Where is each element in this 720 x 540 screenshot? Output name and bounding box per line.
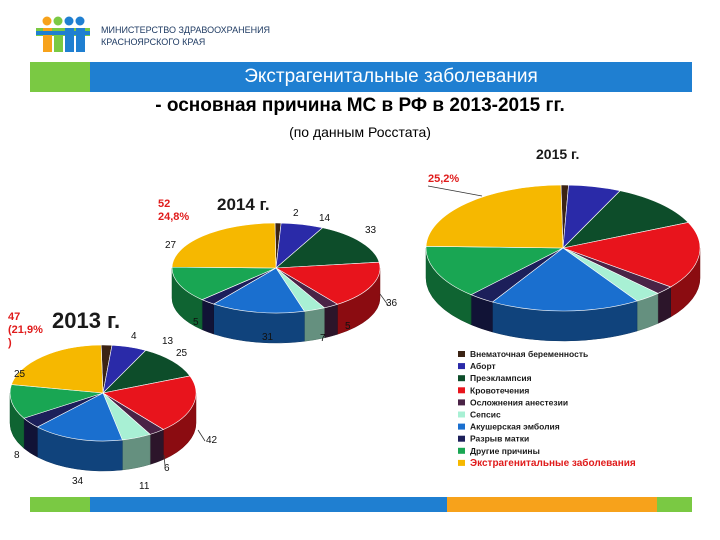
pie-slice-другие-причины	[9, 384, 104, 419]
chart-title: 2013 г.	[52, 308, 120, 333]
legend-label: Осложнения анестезии	[470, 397, 568, 407]
data-label-аборт: 14	[319, 213, 331, 224]
ministry-line-2: КРАСНОЯРСКОГО КРАЯ	[101, 37, 206, 47]
pie-slice-экстрагенитальные-заболевания	[171, 222, 277, 269]
legend-swatch	[458, 351, 465, 357]
data-label-внематочная-беременность: 2	[293, 208, 299, 219]
chart-legend: Внематочная беременность Аборт Преэклампси…	[458, 349, 636, 469]
leader-line	[163, 454, 166, 467]
data-label-аборт: 13	[162, 336, 174, 347]
pie-side-осложнения-анестезии	[324, 303, 338, 339]
leader-line	[197, 429, 206, 442]
data-label-преэклампсия: 33	[365, 225, 377, 236]
legend-swatch	[458, 447, 465, 454]
legend-swatch	[458, 375, 465, 382]
pie-slice-кровотечения	[274, 261, 381, 305]
legend-swatch	[458, 363, 465, 370]
data-label-внематочная-беременность: 4	[131, 331, 137, 342]
legend-label: Внематочная беременность	[470, 349, 588, 359]
legend-swatch	[458, 459, 465, 466]
pie-slice-преэклампсия	[102, 350, 191, 394]
data-label-преэклампсия: 25	[176, 348, 188, 359]
data-label-осложнения-анестезии: 5	[345, 321, 351, 332]
leader-line	[427, 185, 483, 197]
pie-slice-акушерская-эмболия	[36, 392, 123, 442]
pie-slice-преэклампсия	[562, 190, 689, 249]
legend-label: Сепсис	[470, 410, 501, 420]
pie-slice-акушерская-эмболия	[491, 247, 638, 312]
pie-slice-экстрагенитальные-заболевания	[425, 184, 564, 249]
legend-label: Экстрагенитальные заболевания	[470, 457, 636, 469]
chart-title: 2015 г.	[536, 146, 579, 162]
legend-swatch	[458, 387, 465, 394]
data-label-экстрагенитальные-заболевания: 52 24,8%	[158, 198, 189, 223]
pie-side-разрыв-матки	[201, 299, 214, 335]
chart-title: 2014 г.	[217, 195, 270, 214]
data-label-акушерская-эмболия: 31	[262, 332, 274, 343]
legend-swatch	[458, 399, 465, 406]
data-label-другие-причины: 25	[14, 369, 26, 380]
footer-bar-green-right	[657, 497, 692, 512]
pie-slice-другие-причины	[425, 246, 564, 296]
ministry-line-1: МИНИСТЕРСТВО ЗДРАВООХРАНЕНИЯ	[101, 25, 271, 35]
data-label-другие-причины: 27	[165, 240, 177, 251]
footer-bar-blue	[90, 497, 447, 512]
data-label-акушерская-эмболия: 34	[72, 476, 84, 487]
legend-label: Аборт	[470, 361, 496, 371]
ministry-logo	[36, 16, 90, 52]
legend-label: Разрыв матки	[470, 434, 529, 444]
data-label-сепсис: 11	[139, 481, 150, 492]
legend-swatch	[458, 411, 465, 418]
data-label-кровотечения: 42	[206, 435, 218, 446]
slide-subtitle: (по данным Росстата)	[289, 124, 431, 140]
pie-slice-экстрагенитальные-заболевания	[11, 344, 104, 394]
legend-label: Акушерская эмболия	[470, 422, 560, 432]
pie-slice-акушерская-эмболия	[212, 267, 305, 314]
data-label-экстрагенитальные-заболевания: 25,2%	[428, 173, 459, 185]
title-band-accent	[30, 62, 90, 92]
pie-side-осложнения-анестезии	[149, 429, 164, 465]
legend-label: Кровотечения	[470, 385, 529, 395]
pie-chart-3: 2015 г. 25,2%	[425, 146, 701, 342]
footer-bar-green	[30, 497, 90, 512]
title-band	[90, 62, 692, 92]
legend-label: Другие причины	[470, 446, 540, 456]
legend-swatch	[458, 423, 465, 430]
slide-title: Экстрагенитальные заболевания	[244, 66, 538, 87]
footer-bar-orange	[447, 497, 657, 512]
pie-slice-кровотечения	[102, 375, 197, 430]
pie-slice-кровотечения	[561, 222, 701, 288]
legend-label: Преэклампсия	[470, 373, 532, 383]
data-label-осложнения-анестезии: 6	[164, 463, 170, 474]
pie-slice-другие-причины	[171, 266, 277, 300]
data-label-кровотечения: 36	[386, 298, 398, 309]
legend-swatch	[458, 435, 465, 442]
ministry-name: МИНИСТЕРСТВО ЗДРАВООХРАНЕНИЯ КРАСНОЯРСКО…	[101, 24, 270, 48]
data-label-сепсис: 7	[320, 333, 326, 344]
data-label-экстрагенитальные-заболевания: 47 (21,9%)	[8, 311, 43, 349]
data-label-разрыв-матки: 5	[193, 317, 199, 328]
pie-slice-преэклампсия	[275, 227, 380, 269]
leader-line	[379, 293, 389, 306]
slide-title-line-2: - основная причина МС в РФ в 2013-2015 г…	[155, 95, 565, 116]
data-label-разрыв-матки: 8	[14, 450, 20, 461]
